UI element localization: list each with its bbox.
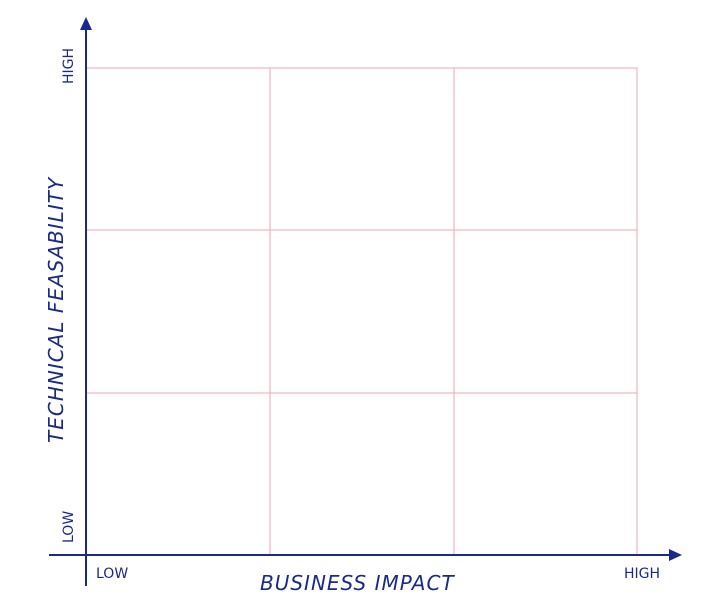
y-axis-title: TECHNICAL FEASABILITY bbox=[44, 176, 68, 443]
x-axis-low-label: LOW bbox=[96, 566, 128, 582]
y-axis-arrow-icon bbox=[80, 17, 92, 30]
grid-outer-border bbox=[85, 67, 638, 556]
y-axis-low-label: LOW bbox=[61, 511, 77, 543]
x-axis-title: BUSINESS IMPACT bbox=[260, 571, 455, 595]
y-axis: HIGH LOW TECHNICAL FEASABILITY bbox=[44, 17, 92, 586]
matrix-grid bbox=[85, 67, 638, 556]
x-axis-arrow-icon bbox=[669, 549, 682, 561]
x-axis: LOW HIGH BUSINESS IMPACT bbox=[49, 549, 682, 595]
x-axis-high-label: HIGH bbox=[624, 566, 660, 582]
y-axis-high-label: HIGH bbox=[61, 48, 77, 84]
